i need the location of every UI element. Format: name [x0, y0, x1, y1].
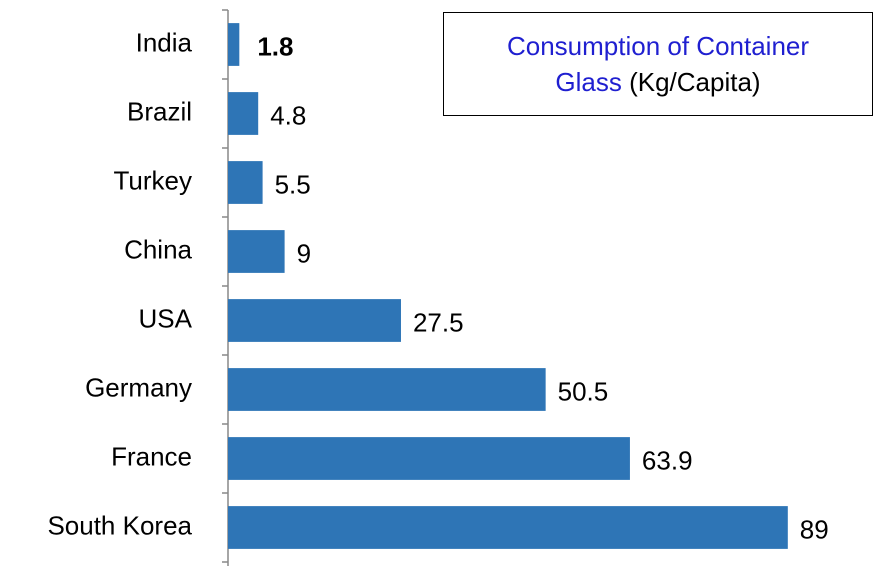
- value-label: 5.5: [275, 169, 311, 199]
- bar: [228, 437, 630, 480]
- category-label: Brazil: [127, 96, 192, 126]
- bar: [228, 230, 285, 273]
- category-label: Germany: [85, 372, 192, 402]
- title-text: Consumption of Container Glass (Kg/Capit…: [484, 28, 832, 100]
- chart-title: Consumption of Container Glass: [506, 31, 810, 97]
- value-label: 1.8: [257, 31, 293, 61]
- category-label: France: [111, 441, 192, 471]
- category-label: South Korea: [47, 510, 192, 540]
- title-box: Consumption of Container Glass (Kg/Capit…: [443, 12, 873, 116]
- bar: [228, 368, 546, 411]
- value-label: 63.9: [642, 445, 693, 475]
- bar: [228, 161, 263, 204]
- bar: [228, 506, 788, 549]
- value-label: 89: [800, 514, 829, 544]
- category-label: India: [136, 27, 193, 57]
- value-label: 27.5: [413, 307, 464, 337]
- value-label: 50.5: [558, 376, 609, 406]
- category-label: USA: [139, 303, 193, 333]
- category-label: China: [124, 234, 192, 264]
- category-label: Turkey: [114, 165, 193, 195]
- title-unit: (Kg/Capita): [629, 67, 761, 97]
- value-label: 9: [297, 238, 311, 268]
- bar: [228, 92, 259, 135]
- bar: [228, 299, 401, 342]
- value-label: 4.8: [270, 100, 306, 130]
- bar: [228, 23, 240, 66]
